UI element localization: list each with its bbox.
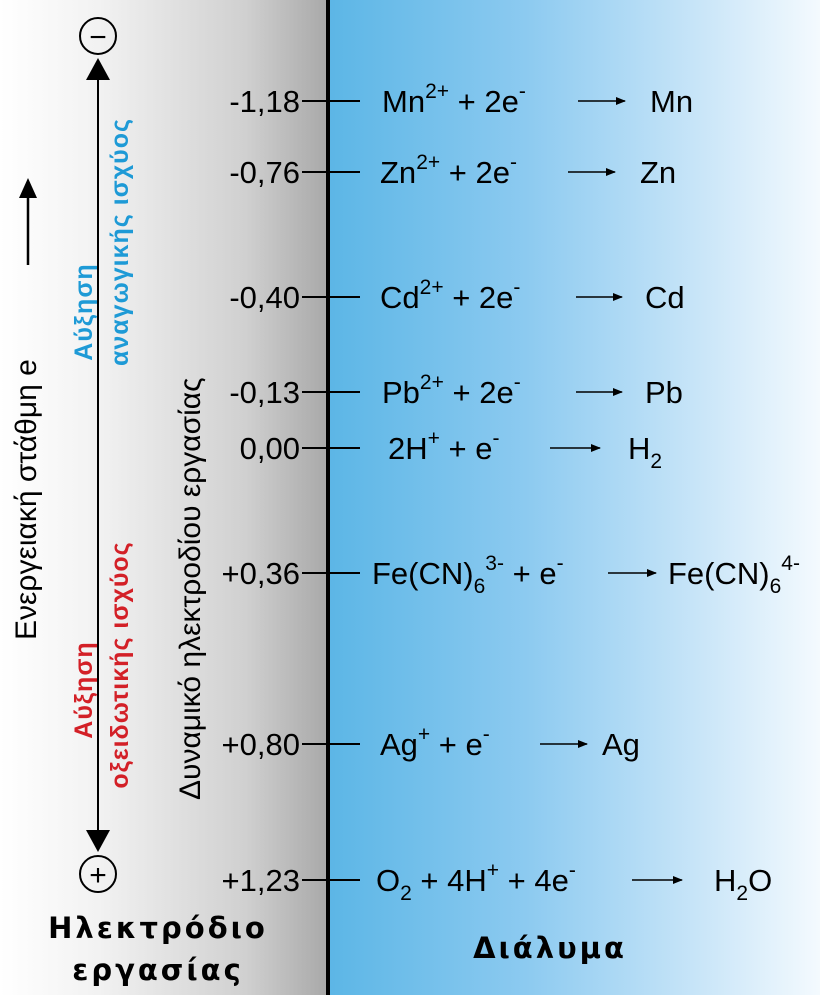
reaction-reactants: Ag+ + e- [380, 723, 490, 762]
svg-text:−: − [89, 21, 107, 54]
svg-text:+: + [89, 859, 107, 892]
oxidizing-power-label-1: Αύξηση [70, 641, 98, 738]
minus-circle-icon: − [79, 17, 117, 55]
reaction-row: -0,40 Cd2+ + 2e- Cd [229, 276, 684, 315]
reducing-power-label-1: Αύξηση [70, 263, 98, 360]
reaction-reactants: Fe(CN)63- + e- [372, 552, 564, 598]
reaction-row: +0,80 Ag+ + e- Ag [222, 723, 640, 762]
solution-caption: Διάλυμα [473, 931, 627, 965]
power-axis-arrow-icon [86, 58, 110, 852]
oxidizing-power-label-2: οξειδωτικής ισχύος [106, 541, 134, 788]
potential-value: +0,36 [222, 556, 300, 591]
reaction-product: H2O [714, 863, 772, 905]
reaction-row: -1,18 Mn2+ + 2e- Mn [229, 80, 693, 119]
working-electrode-caption-2: εργασίας [72, 953, 244, 987]
energy-up-arrow-icon [19, 178, 37, 265]
reaction-product: Fe(CN)64- [668, 552, 800, 598]
reaction-row: -0,13 Pb2+ + 2e- Pb [229, 371, 683, 410]
reaction-reactants: Mn2+ + 2e- [382, 80, 526, 119]
plus-circle-icon: + [79, 855, 117, 893]
potential-value: +1,23 [222, 863, 300, 898]
energy-level-label: Ενεργειακή στάθμη e [10, 359, 43, 640]
reaction-reactants: Zn2+ + 2e- [380, 151, 517, 190]
reaction-reactants: O2 + 4H+ + 4e- [376, 859, 576, 905]
working-electrode-caption-1: Ηλεκτρόδιο [48, 911, 268, 945]
potential-value: +0,80 [222, 727, 300, 762]
solution-region [329, 0, 820, 995]
reaction-product: Pb [645, 375, 683, 410]
reaction-row: +0,36 Fe(CN)63- + e- Fe(CN)64- [222, 552, 800, 598]
reaction-product: Ag [602, 727, 640, 762]
reaction-product: Mn [650, 84, 693, 119]
reaction-product: Cd [645, 280, 685, 315]
potential-value: -0,40 [229, 280, 300, 315]
reaction-reactants: Pb2+ + 2e- [382, 371, 521, 410]
reaction-row: 0,00 2H+ + e- H2 [240, 427, 662, 473]
reaction-row: -0,76 Zn2+ + 2e- Zn [229, 151, 676, 190]
electrode-potential-label: Δυναμικό ηλεκτροδίου εργασίας [174, 377, 207, 800]
potential-value: -0,13 [229, 375, 300, 410]
electrode-solution-interface [326, 0, 330, 995]
potential-value: -1,18 [229, 84, 300, 119]
reaction-list: -1,18 Mn2+ + 2e- Mn -0,76 Zn2+ + 2e- Zn -0,40 C… [222, 80, 800, 905]
electrode-region [0, 0, 327, 995]
potential-value: 0,00 [240, 431, 300, 466]
reaction-reactants: Cd2+ + 2e- [380, 276, 520, 315]
reaction-product: H2 [628, 431, 662, 473]
potential-value: -0,76 [229, 155, 300, 190]
reaction-row: +1,23 O2 + 4H+ + 4e- H2O [222, 859, 773, 905]
reaction-product: Zn [640, 155, 676, 190]
reducing-power-label-2: αναγωγικής ισχύος [106, 118, 134, 366]
reaction-reactants: 2H+ + e- [388, 427, 499, 466]
